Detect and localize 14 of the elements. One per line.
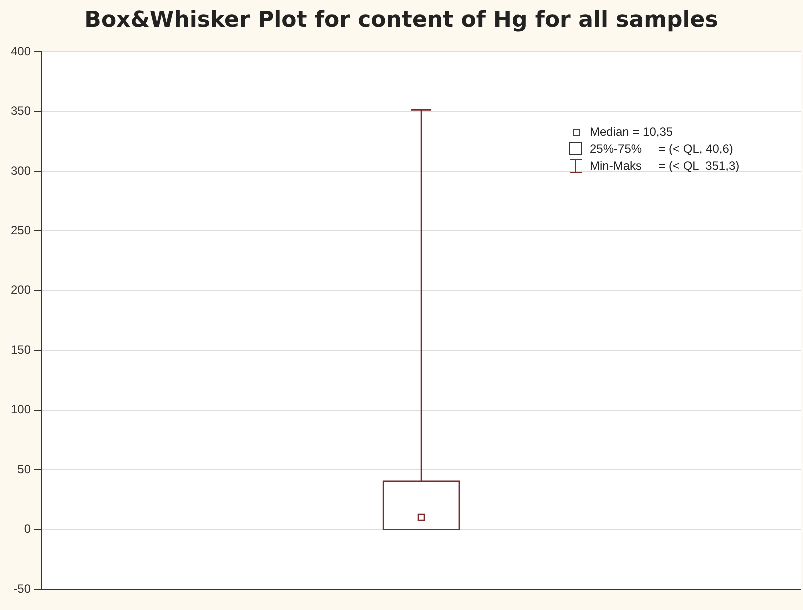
y-tick-label: 350 xyxy=(10,104,32,118)
annotation: Min-Maks = (< QL 351,3) xyxy=(590,158,740,172)
annotation: Median = 10,35 xyxy=(590,124,674,138)
y-tick-label: 0 xyxy=(24,522,32,536)
y-tick-label: 50 xyxy=(18,462,32,476)
y-tick-label: 300 xyxy=(10,164,32,178)
annotation: 25%-75% = (< QL, 40,6) xyxy=(590,142,734,156)
y-tick-label: 100 xyxy=(10,402,32,417)
y-tick-label: -50 xyxy=(14,582,32,596)
y-tick-label: 400 xyxy=(10,44,32,58)
y-tick-label: 150 xyxy=(10,342,32,357)
y-tick-label: 250 xyxy=(10,224,32,238)
chart-title: Box&Whisker Plot for content of Hg for all samples xyxy=(84,8,720,33)
y-tick-label: 200 xyxy=(10,283,32,298)
